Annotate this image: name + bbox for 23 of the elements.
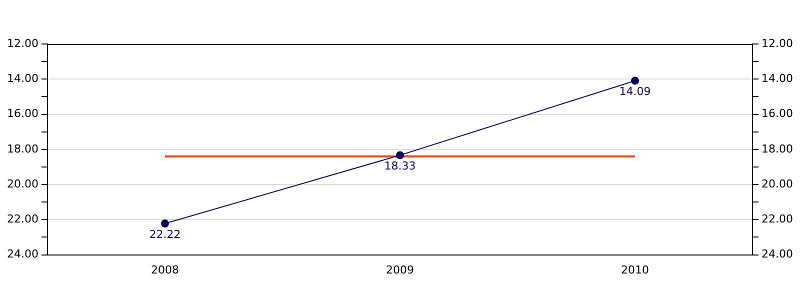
y-tick-label: 12.00: [6, 36, 38, 50]
data-label: 18.33: [384, 160, 416, 173]
x-tick-label: 2010: [621, 263, 650, 276]
y2-tick-label: 18.00: [762, 142, 794, 156]
data-label: 22.22: [149, 228, 181, 241]
y-tick-label: 24.00: [6, 248, 38, 261]
data-label: 14.09: [619, 85, 651, 98]
y2-tick-label: 24.00: [762, 248, 794, 261]
y2-tick-label: 16.00: [762, 107, 794, 120]
y-tick-label: 14.00: [6, 72, 38, 85]
x-tick-label: 2008: [150, 263, 179, 276]
point: [160, 220, 169, 228]
y2-tick-label: 14.00: [762, 72, 794, 85]
y-tick-label: 16.00: [6, 107, 38, 120]
y2-tick-label: 22.00: [762, 212, 794, 226]
point: [631, 76, 640, 85]
y2-tick-label: 20.00: [762, 177, 794, 190]
y-tick-label: 22.00: [6, 212, 38, 226]
x-tick-label: 2009: [386, 263, 414, 276]
y-tick-label: 18.00: [6, 142, 38, 156]
y2-tick-label: 12.00: [762, 36, 794, 50]
point: [396, 151, 404, 160]
y-tick-label: 20.00: [6, 177, 38, 190]
